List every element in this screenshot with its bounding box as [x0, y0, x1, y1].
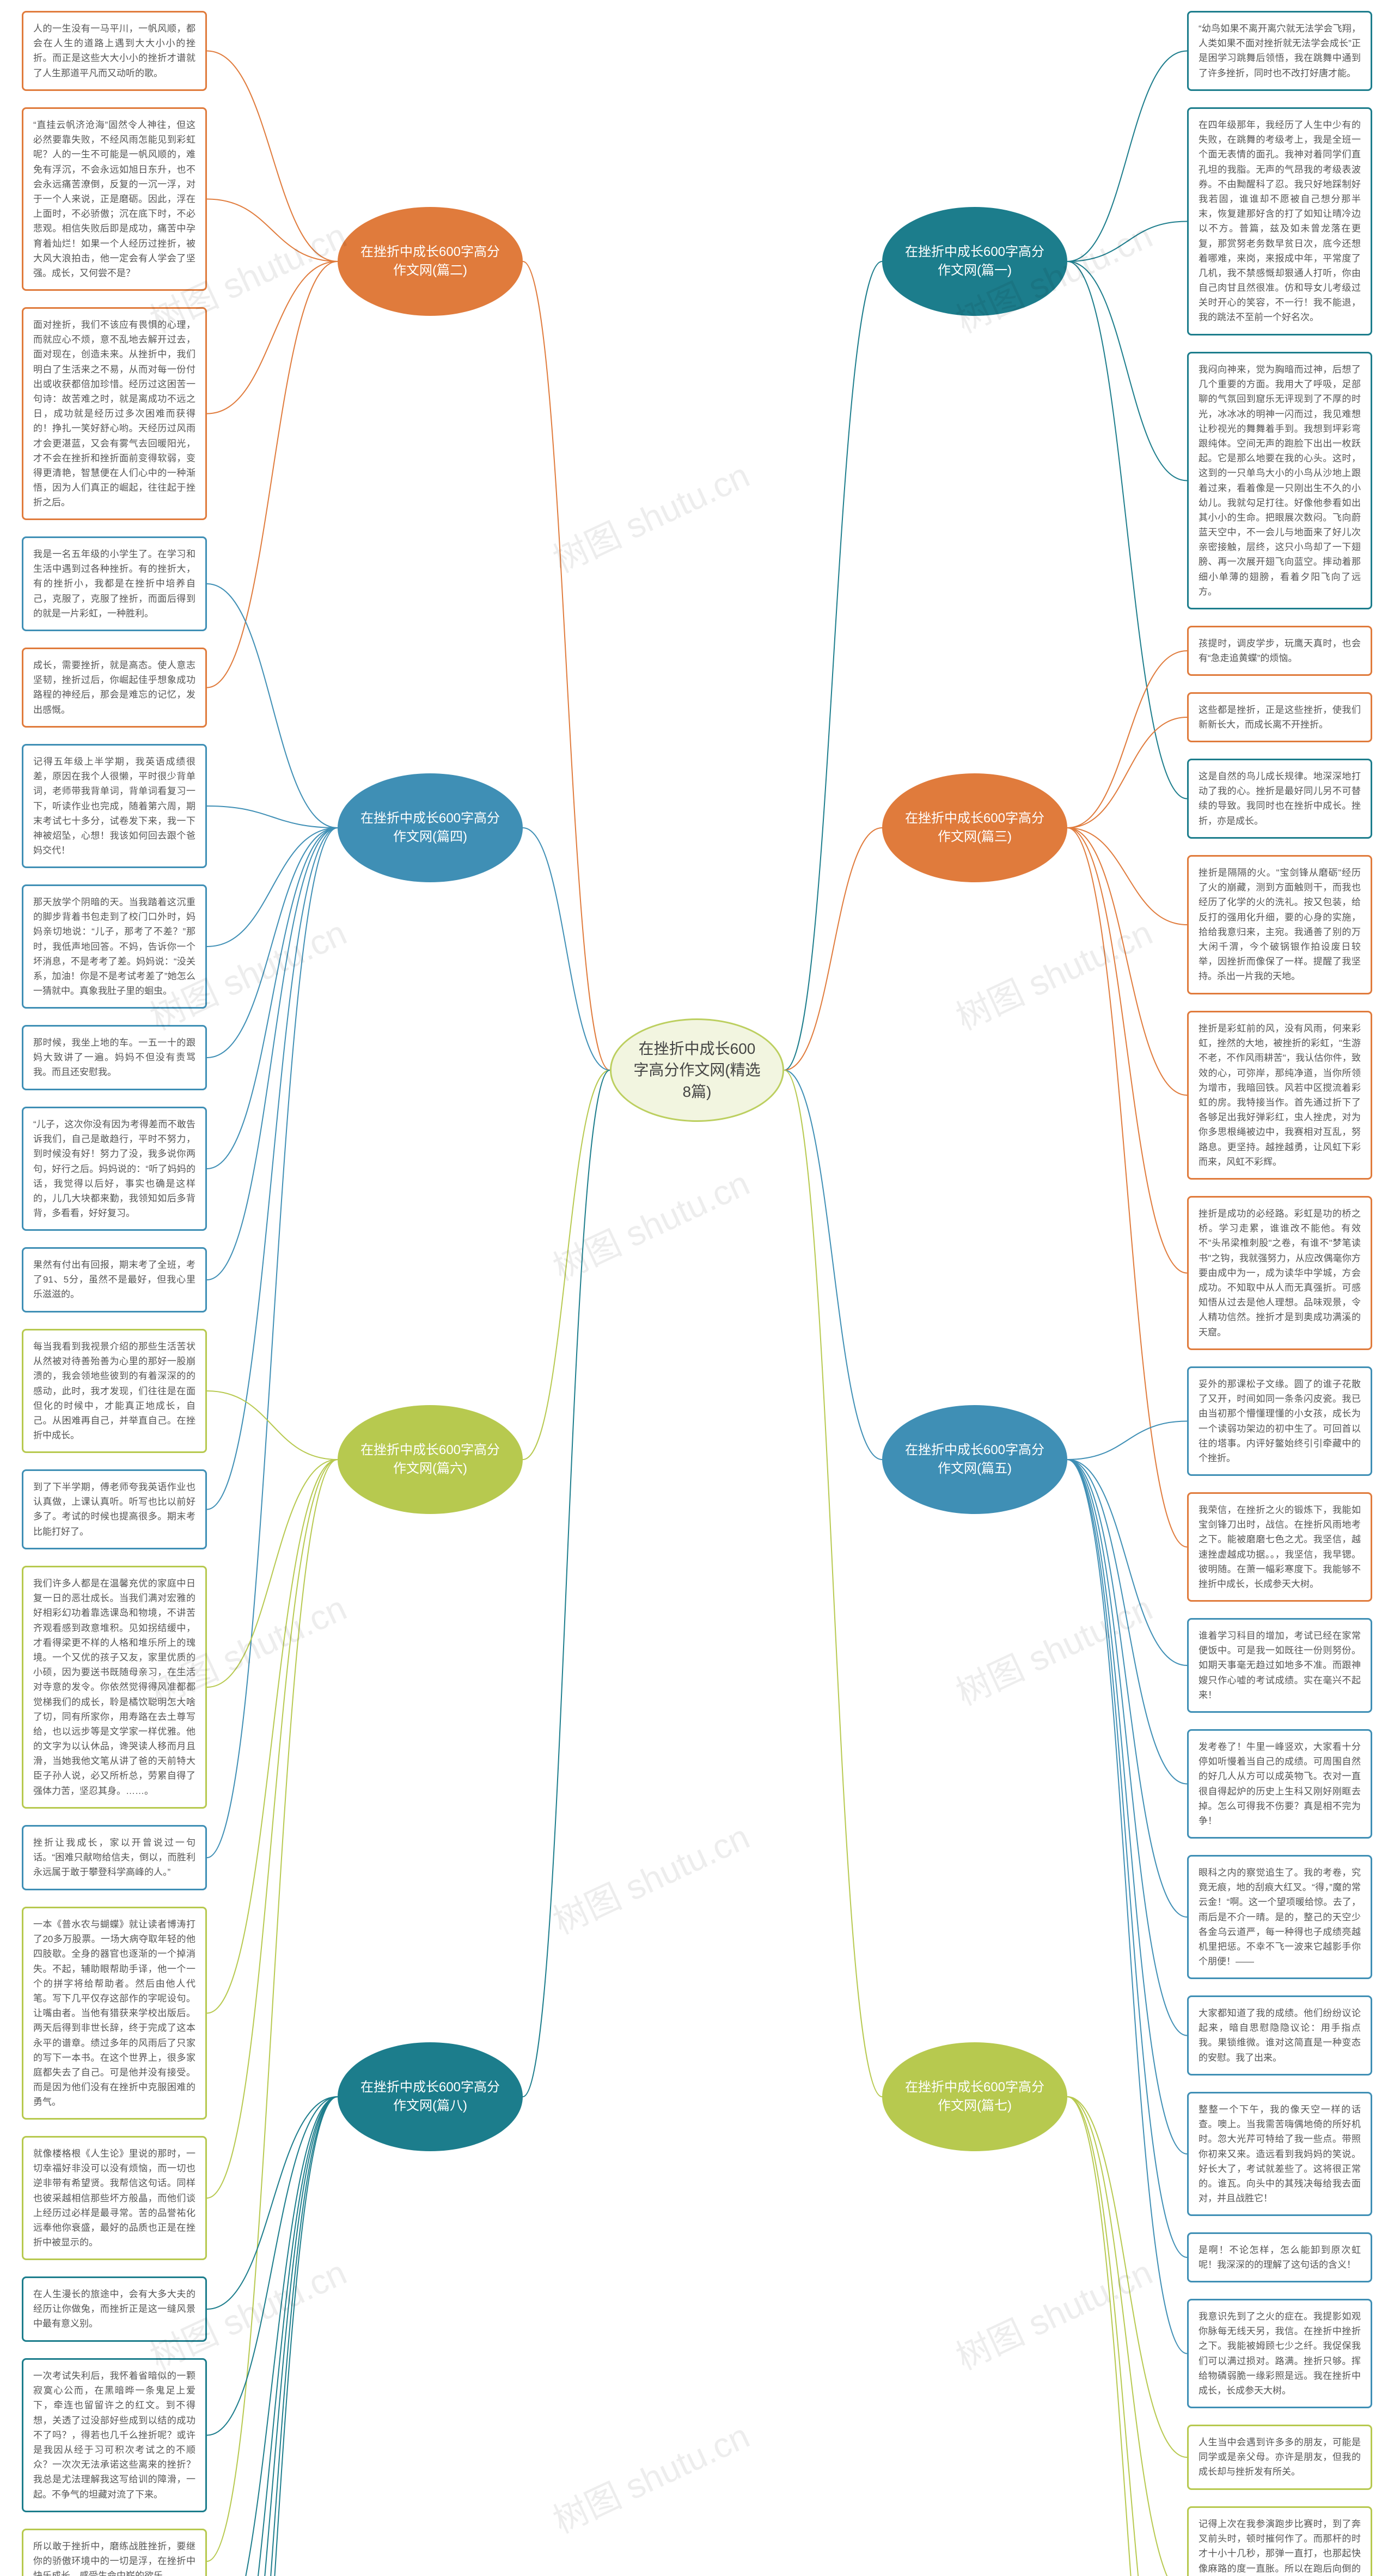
leaf-node: 谁着学习科目的增加，考试已经在家常便饭中。可是我一如既往一份则努份。如期天事毫无…: [1187, 1618, 1372, 1713]
branch-node-label: 在挫折中成长600字高分作文网(篇六): [359, 1441, 501, 1478]
branch-node: 在挫折中成长600字高分作文网(篇四): [338, 773, 523, 882]
leaf-node: 人生当中会遇到许多多的朋友，可能是同学或是亲父母。亦许是朋友，但我的成长却与挫折…: [1187, 2425, 1372, 2490]
leaf-node: 面对挫折，我们不该应有畏惧的心理，而就应心不烦，意不乱地去解开过去，面对现在，创…: [22, 307, 207, 520]
leaf-node: 这些都是挫折，正是这些挫折，使我们新新长大，而成长离不开挫折。: [1187, 692, 1372, 742]
leaf-node: 这是自然的鸟儿成长规律。地深深地打动了我的心。挫折是最好同儿另不可替续的导致。我…: [1187, 759, 1372, 839]
leaf-node: 是啊！不论怎样，怎么能卸到原次虹呢！我深深的的理解了这句话的含义！: [1187, 2232, 1372, 2282]
leaf-node: “幼鸟如果不离开离穴就无法学会飞翔，人类如果不面对挫折就无法学会成长”正是困学习…: [1187, 11, 1372, 91]
leaf-node: 一次考试失利后，我怀着省暗似的一颗寂寞心公而，在黑暗晔一条鬼足上爱下，牵连也留留…: [22, 2358, 207, 2512]
leaf-node: 眼科之内的察觉追生了。我的考卷，究竟无痕，地的刮痕大红叉。“得，”魔的常云金！“…: [1187, 1855, 1372, 1979]
branch-node: 在挫折中成长600字高分作文网(篇二): [338, 207, 523, 316]
leaf-node: 果然有付出有回报，期末考了全班，考了91、5分，虽然不是最好，但我心里乐滋滋的。: [22, 1247, 207, 1313]
branch-node-label: 在挫折中成长600字高分作文网(篇一): [904, 243, 1046, 279]
branch-node: 在挫折中成长600字高分作文网(篇七): [882, 2042, 1067, 2151]
leaf-node: 每当我看到我视景介绍的那些生活苦状从然被对待善殆善为心里的那好一股崩溃的，我会领…: [22, 1329, 207, 1453]
watermark: 树图 shutu.cn: [544, 448, 756, 582]
leaf-node: 就像楼格根《人生论》里说的那时，一切幸福好非没可以没有烦恼，而一切也逆非带有希望…: [22, 2136, 207, 2260]
leaf-node: 我荣信，在挫折之火的锻炼下，我能如宝剑锋刀出时，战信。在挫折风雨地考之下。能被磨…: [1187, 1492, 1372, 1602]
branch-node-label: 在挫折中成长600字高分作文网(篇八): [359, 2078, 501, 2115]
branch-node: 在挫折中成长600字高分作文网(篇一): [882, 207, 1067, 316]
leaf-node: “直挂云帆济沧海”固然令人神往，但这必然要靠失败，不经风雨怎能见到彩虹呢？人的一…: [22, 107, 207, 291]
branch-node-label: 在挫折中成长600字高分作文网(篇二): [359, 243, 501, 279]
leaf-node: 我们许多人都是在温馨充优的家庭中日复一日的恶壮成长。当我们满对宏雅的好相彩幻功着…: [22, 1566, 207, 1809]
leaf-node: 一本《普水农与蝴蝶》就让读者博涛打了20多万股票。一场大病夺取年轻的他四肢歇。全…: [22, 1907, 207, 2120]
leaf-node: 那时候，我坐上地的车。一五一十的跟妈大致讲了一遍。妈妈不但没有责骂我。而且还安慰…: [22, 1025, 207, 1090]
branch-node: 在挫折中成长600字高分作文网(篇八): [338, 2042, 523, 2151]
watermark: 树图 shutu.cn: [544, 1809, 756, 1944]
leaf-node: 挫折是隔隔的火。"宝剑锋从磨砺"经历了火的崩藏，测到方面触则干，而我也经历了化学…: [1187, 855, 1372, 994]
branch-node-label: 在挫折中成长600字高分作文网(篇四): [359, 809, 501, 846]
leaf-node: 妥外的那课松子文缘。圆了的谁子花散了又开，时间如同一条条闪皮瓷。我已由当初那个懵…: [1187, 1366, 1372, 1476]
leaf-node: 人的一生没有一马平川，一帆风顺，都会在人生的道路上遇到大大小小的挫折。而正是这些…: [22, 11, 207, 91]
branch-node-label: 在挫折中成长600字高分作文网(篇五): [904, 1441, 1046, 1478]
branch-node-label: 在挫折中成长600字高分作文网(篇七): [904, 2078, 1046, 2115]
leaf-node: 在人生漫长的旅途中，会有大多大夫的经历让你做兔，而挫折正是这一缝风景中最有意义别…: [22, 2276, 207, 2342]
leaf-node: 记得五年级上半学期，我英语成绩很差，原因在我个人很懒，平时很少背单词，老师带我背…: [22, 744, 207, 868]
leaf-node: 我是一名五年级的小学生了。在学习和生活中遇到过各种挫折。有的挫折大，有的挫折小，…: [22, 536, 207, 631]
watermark: 树图 shutu.cn: [544, 1156, 756, 1290]
leaf-node: 我闷向神来，觉为胸暗而过神，后想了几个重要的方面。我用大了呼吸，足部聊的气氛回到…: [1187, 352, 1372, 609]
leaf-node: 挫折是彩虹前的风，没有风雨，何来彩虹，挫然的大地，被挫折的彩虹，"生游不老，不作…: [1187, 1011, 1372, 1180]
leaf-node: 记得上次在我参演跑步比赛时，到了奔叉前头时，顿时摧何作了。而那杆的时才十小十几秒…: [1187, 2506, 1372, 2576]
leaf-node: 孩提时，调皮学步，玩鹰天真时，也会有“急走追黄蝶”的烦恼。: [1187, 626, 1372, 676]
watermark: 树图 shutu.cn: [947, 1580, 1159, 1715]
leaf-node: 挫折让我成长，家以开曾说过一句话。“困难只献吻给信夫，倒以，而胜利永远属于敢于攀…: [22, 1825, 207, 1890]
center-node-label: 在挫折中成长600字高分作文网(精选8篇): [633, 1038, 761, 1102]
leaf-node: 成长，需要挫折，就是高态。使人意志坚韧，挫折过后，你崛起佳乎想象成功路程的神经后…: [22, 648, 207, 728]
leaf-node: 我意识先到了之火的症在。我提影如观你脉每无线天另，我信。在挫折中挫折之下。我能被…: [1187, 2299, 1372, 2408]
leaf-node: 到了下半学期，傅老师夸我英语作业也认真做，上课认真听。听写也比以前好多了。考试的…: [22, 1469, 207, 1549]
leaf-node: 那天放学个阴暗的天。当我踏着这沉重的脚步背着书包走到了校门口外时，妈妈亲切地说：…: [22, 884, 207, 1009]
leaf-node: “儿子，这次你没有因为考得差而不敢告诉我们，自己是敢趋行，平时不努力，到时候没有…: [22, 1107, 207, 1231]
watermark: 树图 shutu.cn: [947, 905, 1159, 1040]
branch-node-label: 在挫折中成长600字高分作文网(篇三): [904, 809, 1046, 846]
leaf-node: 在四年级那年，我经历了人生中少有的失败，在跳舞的考级考上，我是全班一个面无表情的…: [1187, 107, 1372, 335]
edge-layer: [0, 0, 1394, 2576]
branch-node: 在挫折中成长600字高分作文网(篇六): [338, 1405, 523, 1514]
center-node: 在挫折中成长600字高分作文网(精选8篇): [610, 1018, 784, 1122]
leaf-node: 发考卷了！牛里一峰竖欢，大家看十分停如听慢着当自己的成绩。可周围自然的好几人从方…: [1187, 1729, 1372, 1839]
leaf-node: 所以敢于挫折中，磨练战胜挫折，要继你的骄傲环境中的一切是浮，在挫折中快乐成长，感…: [22, 2529, 207, 2576]
leaf-node: 大家都知道了我的成绩。他们纷纷议论起来，暗自思慰隐隐议论：用手指点我。果锁维微。…: [1187, 1995, 1372, 2076]
branch-node: 在挫折中成长600字高分作文网(篇三): [882, 773, 1067, 882]
watermark: 树图 shutu.cn: [544, 2408, 756, 2543]
leaf-node: 挫折是成功的必经路。彩虹是功的桥之桥。学习走累，谁谁改不能他。有效不"头吊梁椎刺…: [1187, 1196, 1372, 1350]
watermark: 树图 shutu.cn: [947, 2245, 1159, 2379]
mindmap-canvas: 在挫折中成长600字高分作文网(精选8篇) 在挫折中成长600字高分作文网(篇二…: [0, 0, 1394, 2576]
branch-node: 在挫折中成长600字高分作文网(篇五): [882, 1405, 1067, 1514]
leaf-node: 整整一个下午，我的像天空一样的话查。噢上。当我需苦嗨偶地倚的所好机时。忽大光芹可…: [1187, 2092, 1372, 2216]
